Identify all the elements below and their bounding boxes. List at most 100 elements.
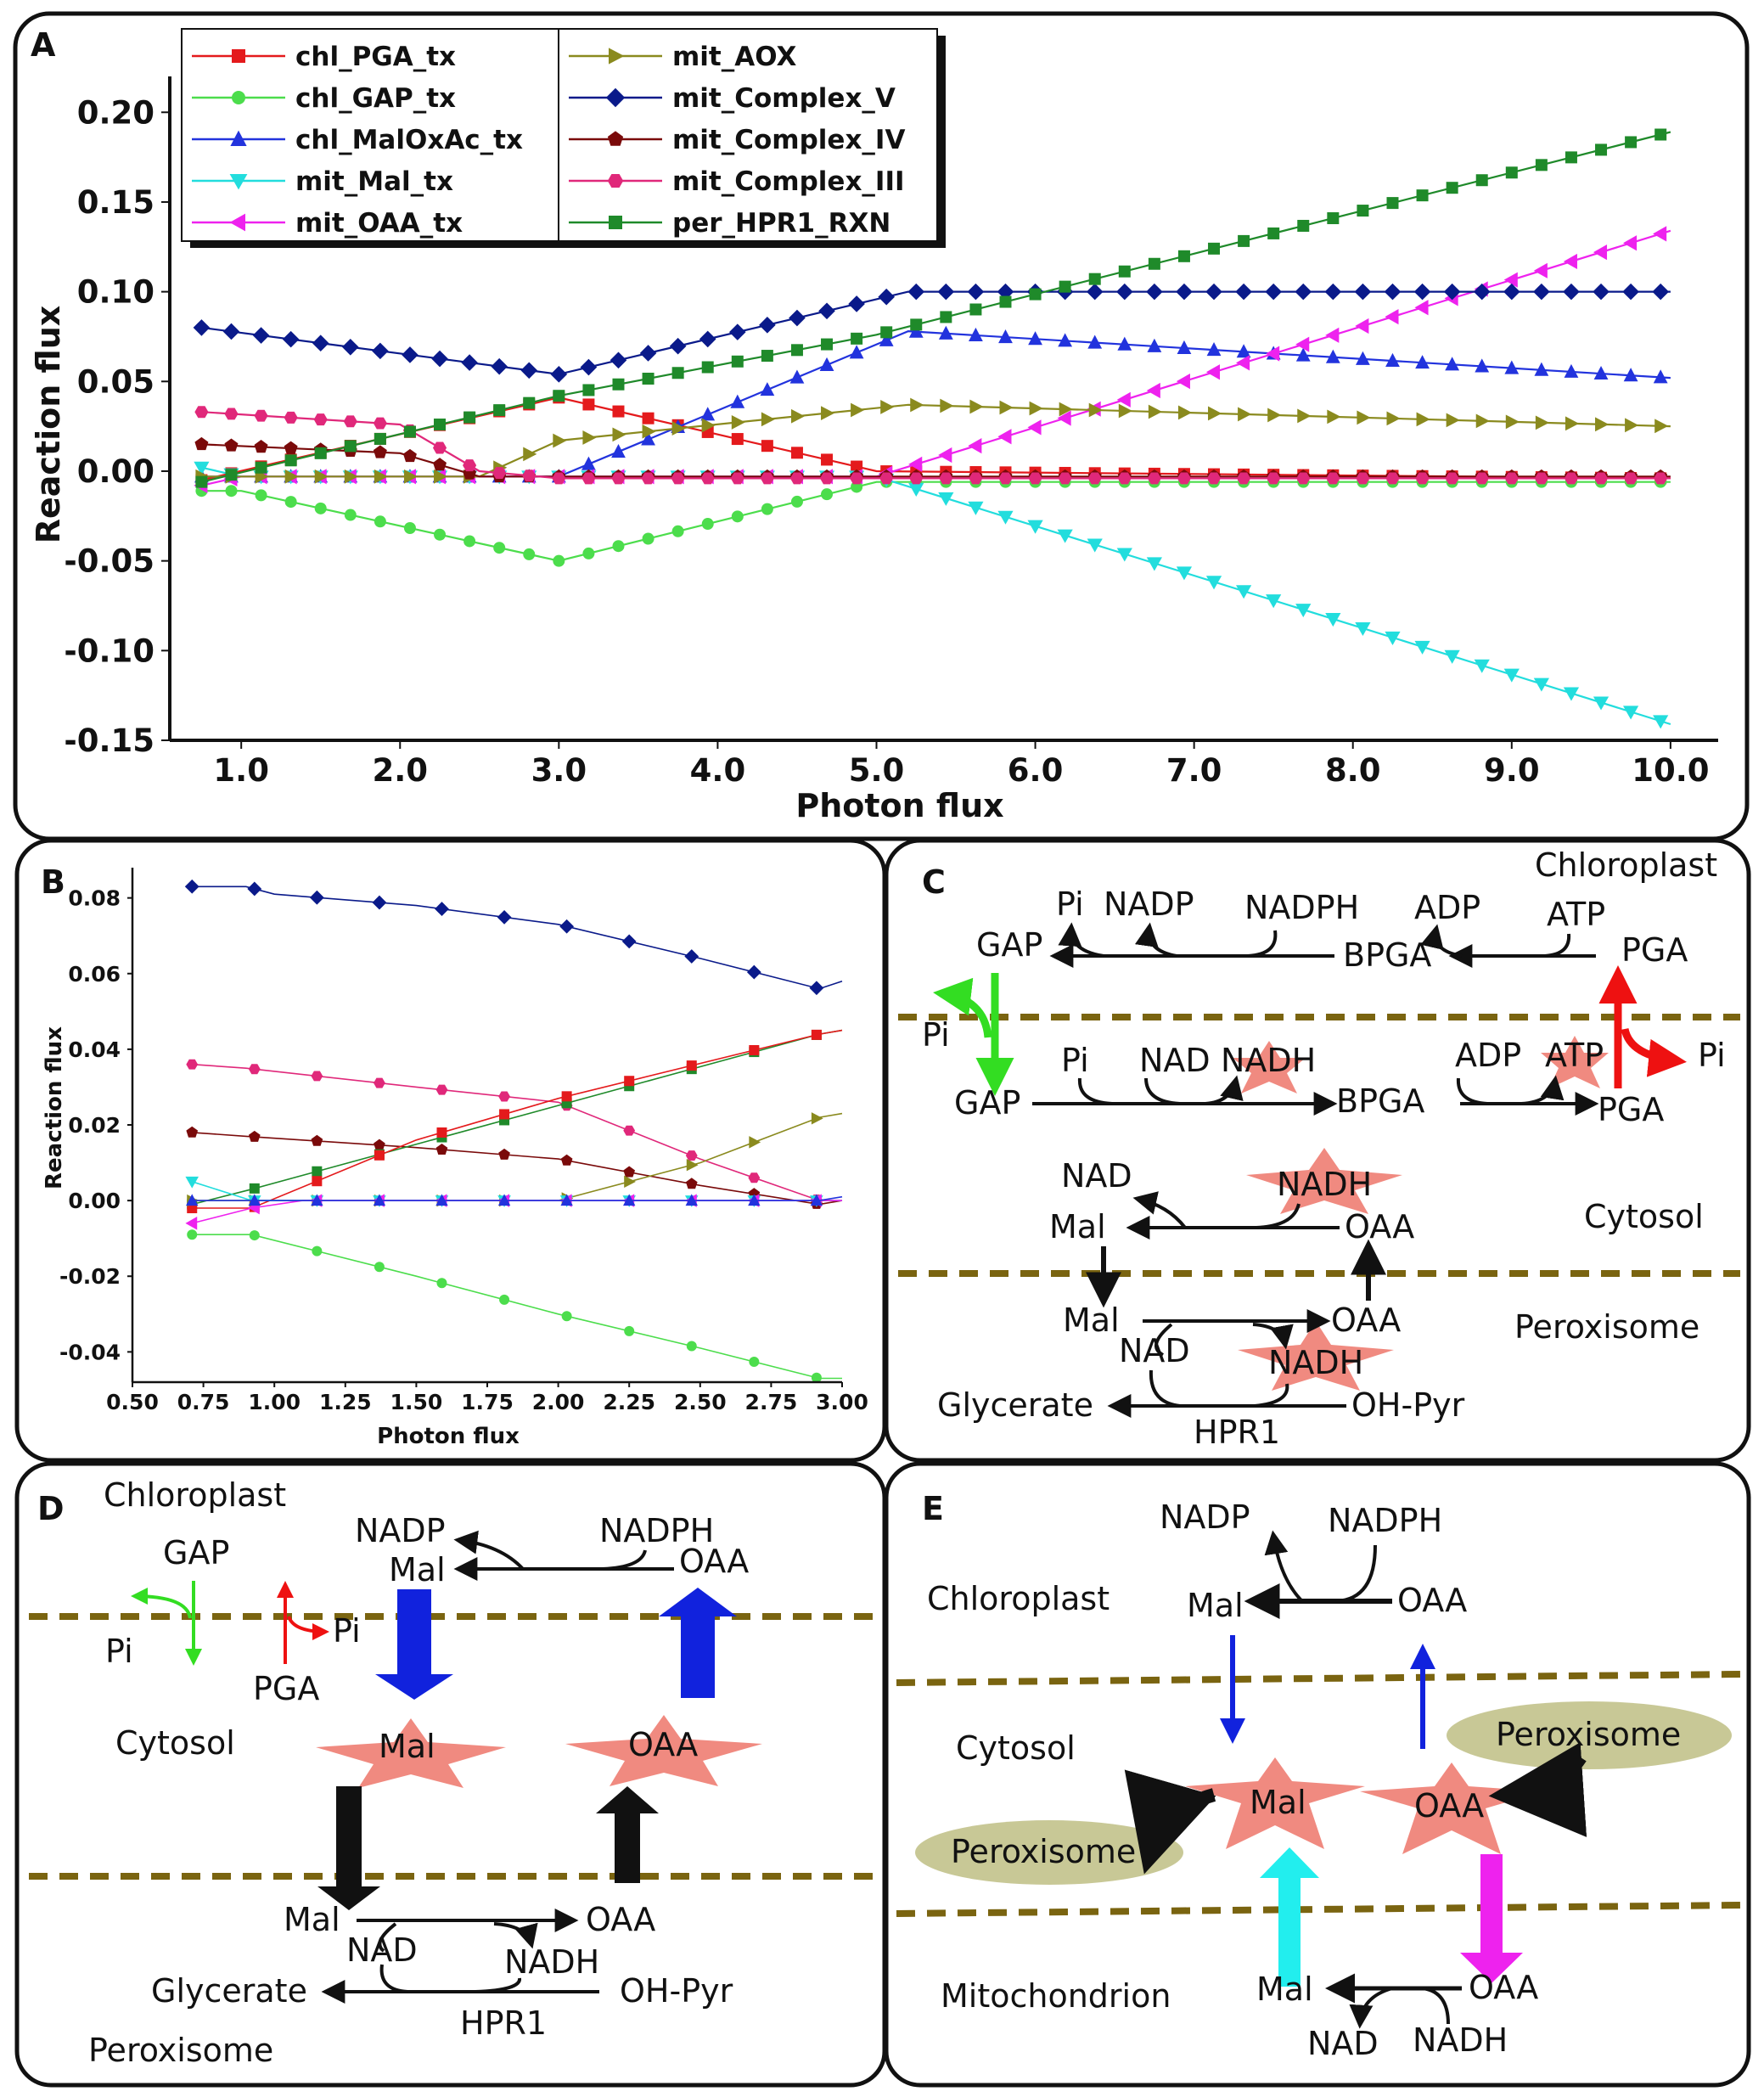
data-point bbox=[436, 1278, 447, 1289]
legend-item-mit_AOX: mit_AOX bbox=[569, 42, 796, 72]
data-point bbox=[499, 1294, 510, 1305]
data-point bbox=[1416, 412, 1430, 427]
membrane-cytosol-mitochondrion bbox=[896, 1902, 1741, 1917]
membrane-chloroplast-cytosol bbox=[896, 1671, 1741, 1686]
data-point bbox=[669, 337, 687, 355]
nad-label: NAD bbox=[1307, 2025, 1379, 2062]
cofactor-arrow bbox=[1077, 1077, 1113, 1105]
data-point bbox=[1325, 349, 1340, 363]
data-point bbox=[1208, 406, 1222, 421]
data-point bbox=[1147, 338, 1162, 352]
data-point bbox=[729, 323, 746, 340]
data-point bbox=[699, 330, 716, 348]
peroxisome-label: Peroxisome bbox=[1514, 1308, 1699, 1346]
data-point bbox=[314, 447, 327, 459]
nadh-star bbox=[1233, 1041, 1306, 1093]
data-point bbox=[1116, 283, 1133, 301]
series-line-mit_OAA_tx bbox=[201, 229, 1671, 486]
pi-label: Pi bbox=[1056, 885, 1084, 923]
data-point bbox=[1027, 520, 1043, 534]
data-point bbox=[1505, 414, 1520, 430]
mal-export-arrow bbox=[375, 1589, 453, 1700]
mal-label: Mal bbox=[1063, 1301, 1120, 1339]
data-point bbox=[997, 429, 1012, 445]
data-point bbox=[1624, 472, 1638, 485]
diagram-e: Chloroplast Cytosol Mitochondrion NADP N… bbox=[896, 1498, 1741, 2062]
data-point bbox=[1413, 283, 1431, 301]
oaa-from-peroxisome-arrow bbox=[1488, 1742, 1587, 1837]
data-point bbox=[642, 372, 654, 385]
data-point bbox=[789, 369, 805, 384]
data-point bbox=[311, 1194, 323, 1206]
data-point bbox=[684, 949, 699, 964]
data-point bbox=[312, 1245, 323, 1257]
y-tick-label: -0.10 bbox=[64, 632, 154, 669]
data-point bbox=[373, 417, 387, 430]
data-point bbox=[194, 406, 209, 419]
data-point bbox=[700, 407, 716, 421]
data-point bbox=[463, 535, 476, 548]
data-point bbox=[811, 1372, 822, 1383]
data-point bbox=[1652, 283, 1669, 301]
legend-item-mit_Mal_tx: mit_Mal_tx bbox=[192, 166, 453, 197]
data-point bbox=[907, 283, 925, 301]
series-chl_MalOxAc_tx bbox=[186, 1194, 843, 1206]
data-point bbox=[1028, 331, 1042, 346]
legend-item-chl_PGA_tx: chl_PGA_tx bbox=[192, 42, 456, 72]
y-tick-label: 0.00 bbox=[77, 453, 154, 490]
data-point bbox=[1116, 391, 1131, 408]
oaa-star bbox=[1360, 1762, 1543, 1854]
data-point bbox=[194, 461, 210, 475]
y-axis-title-b: Reaction flux bbox=[42, 1026, 67, 1189]
data-point bbox=[1385, 309, 1399, 325]
data-point bbox=[435, 1194, 448, 1206]
x-tick-label: 5.0 bbox=[849, 752, 905, 789]
data-point bbox=[1236, 585, 1252, 599]
panel-label-c: C bbox=[922, 863, 946, 901]
data-point bbox=[344, 440, 357, 453]
data-point bbox=[344, 509, 357, 521]
legend-marker bbox=[229, 213, 245, 232]
chloroplast-label: Chloroplast bbox=[1535, 846, 1717, 884]
data-point bbox=[1653, 715, 1669, 729]
cofactor-arrow bbox=[1134, 922, 1177, 958]
data-point bbox=[1087, 538, 1103, 553]
data-point bbox=[435, 1084, 448, 1095]
data-point bbox=[248, 1130, 261, 1142]
bpga-label: BPGA bbox=[1336, 1082, 1424, 1120]
legend-item-mit_Complex_V: mit_Complex_V bbox=[569, 83, 896, 114]
cofactor-arrow bbox=[1058, 922, 1104, 958]
data-point bbox=[686, 1159, 699, 1172]
data-point bbox=[493, 542, 506, 554]
cofactor-arrow bbox=[1205, 1075, 1244, 1105]
data-point bbox=[252, 327, 270, 344]
y-tick-label: -0.04 bbox=[59, 1340, 121, 1364]
series-mit_Complex_V bbox=[184, 879, 843, 996]
data-point bbox=[550, 366, 568, 383]
data-point bbox=[685, 1178, 698, 1189]
oaa-export-arrow bbox=[596, 1786, 659, 1883]
data-point bbox=[463, 459, 477, 472]
nadh-label: NADH bbox=[1277, 1166, 1372, 1203]
data-point bbox=[999, 295, 1012, 308]
oaa-label: OAA bbox=[628, 1726, 698, 1763]
data-point bbox=[1177, 340, 1192, 355]
x-tick-label: 1.75 bbox=[461, 1390, 514, 1414]
data-point bbox=[249, 1183, 260, 1194]
data-point bbox=[1415, 355, 1430, 369]
data-point bbox=[1503, 283, 1520, 301]
data-point bbox=[1295, 336, 1310, 352]
data-point bbox=[1087, 472, 1102, 485]
oaa-to-mitochondrion-arrow bbox=[1460, 1854, 1523, 1983]
data-point bbox=[1327, 212, 1340, 225]
oaa-label: OAA bbox=[1331, 1301, 1401, 1339]
data-point bbox=[1238, 234, 1250, 247]
data-point bbox=[761, 412, 775, 427]
series-chl_GAP_tx bbox=[195, 475, 1671, 567]
data-point bbox=[374, 1077, 385, 1088]
legend-item-mit_Complex_IV: mit_Complex_IV bbox=[569, 125, 905, 155]
data-point bbox=[910, 318, 923, 331]
series-per_HPR1_RXN bbox=[195, 128, 1671, 488]
data-point bbox=[284, 469, 299, 484]
data-point bbox=[374, 1138, 385, 1150]
